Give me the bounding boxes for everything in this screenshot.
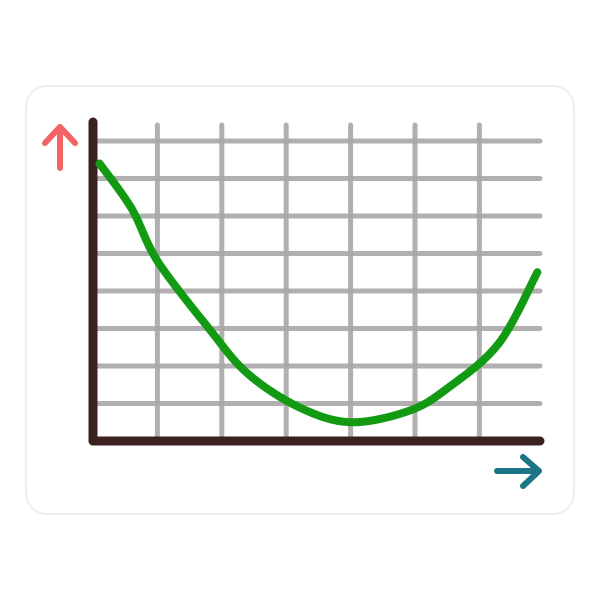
- up-arrow-icon: [42, 124, 78, 171]
- series: [95, 159, 542, 427]
- axes: [88, 117, 545, 446]
- right-arrow-icon: [494, 454, 542, 489]
- grid: [90, 122, 543, 444]
- data-curve: [95, 159, 542, 427]
- arrows: [42, 124, 542, 489]
